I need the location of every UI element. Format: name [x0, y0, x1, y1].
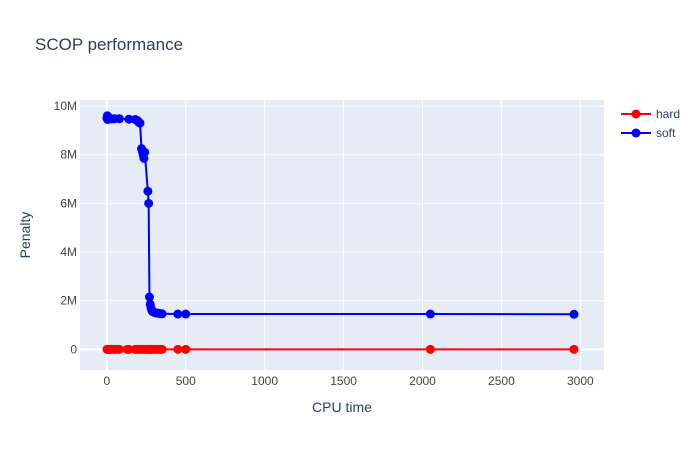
data-point-soft[interactable] — [157, 309, 167, 319]
data-point-soft[interactable] — [569, 309, 579, 319]
data-point-hard[interactable] — [114, 344, 124, 354]
data-point-hard[interactable] — [124, 344, 134, 354]
data-point-soft[interactable] — [143, 186, 153, 196]
data-point-hard[interactable] — [569, 344, 579, 354]
data-point-hard[interactable] — [173, 344, 183, 354]
data-point-soft[interactable] — [124, 114, 134, 124]
data-point-soft[interactable] — [140, 147, 150, 157]
data-point-soft[interactable] — [173, 309, 183, 319]
legend-swatch-marker — [631, 128, 641, 138]
x-axis-title: CPU time — [312, 399, 372, 415]
legend-label: hard — [656, 107, 680, 121]
series-group — [102, 111, 579, 354]
y-tick-label: 8M — [60, 148, 77, 162]
chart-title: SCOP performance — [35, 35, 183, 54]
plot-area — [80, 100, 604, 370]
y-tick-label: 4M — [60, 245, 77, 259]
data-point-soft[interactable] — [114, 114, 124, 124]
data-point-hard[interactable] — [425, 344, 435, 354]
data-point-soft[interactable] — [144, 198, 154, 208]
legend[interactable]: hard soft — [621, 107, 680, 140]
series-hard — [102, 344, 579, 354]
x-tick-label: 0 — [103, 374, 110, 388]
tick-labels: 0 500 1000 1500 2000 2500 3000 0 2M 4M 6M 8M 10M — [54, 99, 594, 388]
y-tick-label: 6M — [60, 196, 77, 210]
legend-item-soft[interactable]: soft — [621, 126, 676, 140]
data-point-hard[interactable] — [157, 344, 167, 354]
data-point-soft[interactable] — [425, 309, 435, 319]
x-tick-label: 1500 — [330, 374, 357, 388]
x-tick-label: 3000 — [567, 374, 594, 388]
series-soft — [102, 111, 579, 319]
legend-swatch-marker — [631, 109, 641, 119]
data-point-soft[interactable] — [135, 118, 145, 128]
x-tick-label: 1000 — [251, 374, 278, 388]
data-point-soft[interactable] — [144, 292, 154, 302]
x-tick-label: 500 — [176, 374, 196, 388]
legend-item-hard[interactable]: hard — [621, 107, 680, 121]
y-tick-label: 2M — [60, 294, 77, 308]
x-tick-label: 2000 — [409, 374, 436, 388]
data-point-soft[interactable] — [181, 309, 191, 319]
y-tick-label: 10M — [54, 99, 77, 113]
y-tick-label: 0 — [70, 342, 77, 356]
legend-label: soft — [656, 126, 676, 140]
y-axis-title: Penalty — [17, 212, 33, 259]
x-tick-label: 2500 — [488, 374, 515, 388]
data-point-hard[interactable] — [181, 344, 191, 354]
